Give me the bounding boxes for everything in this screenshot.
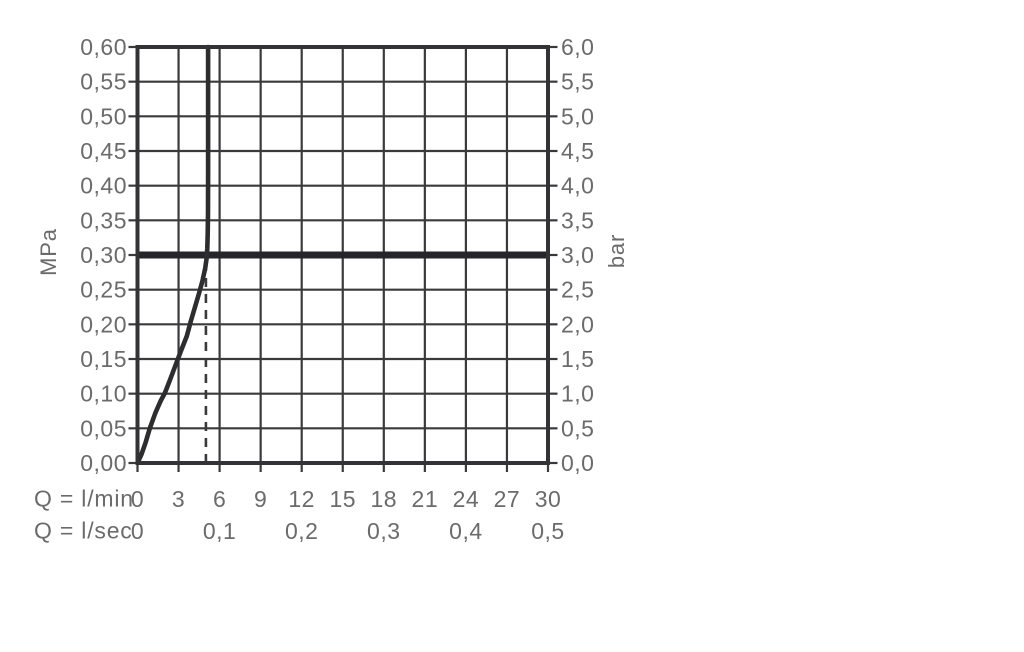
flow-curve [135,44,211,466]
y-tick-label-bar: 2,0 [561,311,594,337]
x-tick-label-lmin: 0 [131,486,144,512]
y-tick-label-bar: 5,0 [561,103,594,129]
y-tick-label-mpa: 0,45 [80,138,127,164]
y-tick-label-bar: 1,0 [561,381,594,407]
y-axis-unit-mpa: MPa [36,228,61,276]
x-axis-label-lsec: Q = l/sec [34,517,133,544]
y-tick-label-mpa: 0,40 [80,173,127,199]
x-tick-label-lsec: 0,3 [367,518,400,544]
y-tick-label-bar: 0,0 [561,450,594,476]
x-tick-label-lmin: 21 [412,486,439,512]
x-tick-label-lsec: 0,5 [531,518,564,544]
x-tick-label-lmin: 12 [288,486,315,512]
y-tick-label-bar: 2,5 [561,277,594,303]
y-tick-label-mpa: 0,60 [80,34,127,60]
y-tick-label-bar: 1,5 [561,346,594,372]
y-tick-label-mpa: 0,55 [80,69,127,95]
x-tick-label-lmin: 15 [329,486,356,512]
x-tick-label-lmin: 18 [371,486,398,512]
y-tick-label-mpa: 0,05 [80,415,127,441]
x-tick-label-lmin: 3 [172,486,185,512]
y-tick-label-mpa: 0,25 [80,277,127,303]
x-tick-label-lsec: 0,1 [203,518,236,544]
y-tick-label-mpa: 0,35 [80,207,127,233]
y-tick-label-mpa: 0,50 [80,103,127,129]
x-tick-label-lmin: 9 [254,486,267,512]
y-tick-label-bar: 6,0 [561,34,594,60]
x-tick-label-lmin: 6 [213,486,226,512]
y-tick-labels-mpa: 0,60 0,55 0,50 0,45 0,40 0,35 0,30 0,25 0,20 0,15… [80,34,127,476]
plot-frame [135,45,550,465]
y-tick-label-mpa: 0,30 [80,242,127,268]
x-tick-label-lmin: 24 [453,486,480,512]
x-tick-labels-lsec: 0 0,1 0,2 0,3 0,4 0,5 [131,518,564,544]
y-tick-label-bar: 5,5 [561,69,594,95]
y-tick-label-mpa: 0,20 [80,311,127,337]
y-tick-label-mpa: 0,10 [80,381,127,407]
y-tick-label-bar: 4,0 [561,173,594,199]
y-tick-label-bar: 0,5 [561,415,594,441]
y-tick-label-bar: 3,5 [561,207,594,233]
x-tick-label-lmin: 30 [535,486,562,512]
y-tick-label-bar: 4,5 [561,138,594,164]
y-tick-labels-bar: 6,0 5,5 5,0 4,5 4,0 3,5 3,0 2,5 2,0 1,5 1,0 0,5 0,0 [561,34,594,476]
x-axis-label-lmin: Q = l/min [34,485,134,512]
y-tick-label-mpa: 0,00 [80,450,127,476]
x-tick-labels-lmin: 0 3 6 9 12 15 18 21 24 27 30 [131,486,561,512]
x-tick-label-lsec: 0 [131,518,144,544]
x-tick-label-lmin: 27 [494,486,521,512]
y-tick-label-bar: 3,0 [561,242,594,268]
x-tick-label-lsec: 0,2 [285,518,318,544]
y-tick-label-mpa: 0,15 [80,346,127,372]
y-axis-unit-bar: bar [604,233,629,269]
x-tick-label-lsec: 0,4 [449,518,482,544]
